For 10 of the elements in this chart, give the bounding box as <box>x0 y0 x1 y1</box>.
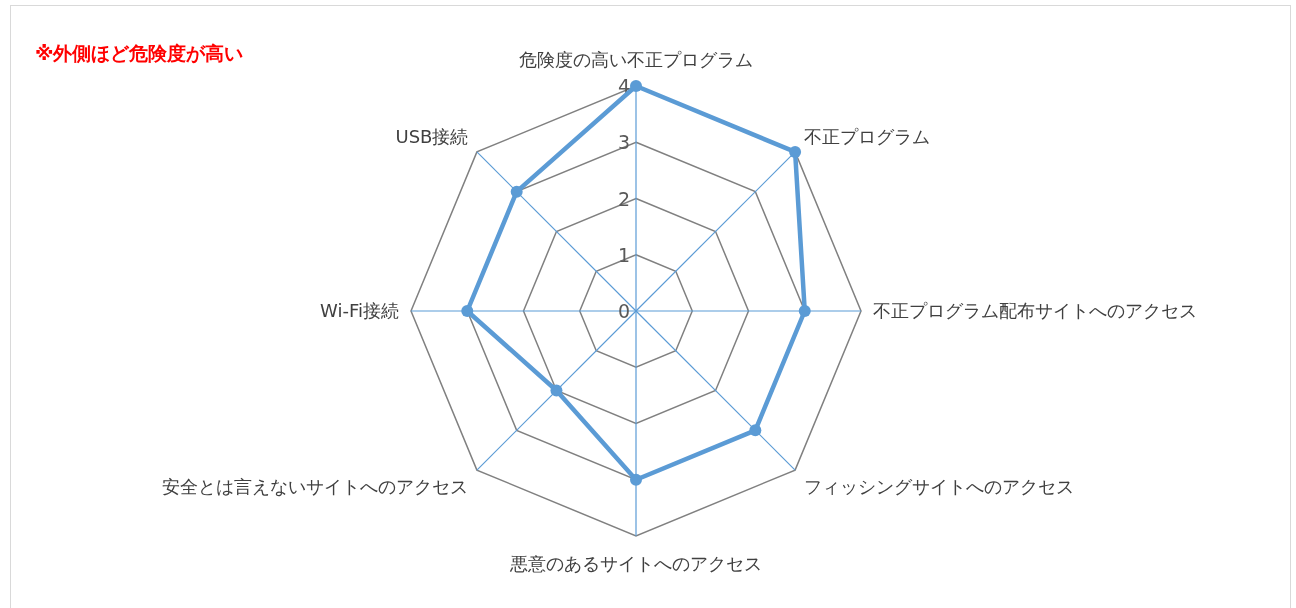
spoke-label: 安全とは言えないサイトへのアクセス <box>162 475 469 497</box>
spoke-label: Wi-Fi接続 <box>320 300 399 321</box>
spoke-label: USB接続 <box>395 126 469 148</box>
y-tick-label: 0 <box>617 300 630 322</box>
spoke-label: 不正プログラム配布サイトへのアクセス <box>873 300 1197 321</box>
spoke-label: 悪意のあるサイトへのアクセス <box>509 553 762 574</box>
spoke-label: 危険度の高い不正プログラム <box>519 49 753 70</box>
spoke-label: 不正プログラム <box>803 126 930 148</box>
spoke-label: フィッシングサイトへのアクセス <box>803 475 1074 497</box>
chart-title: ※外側ほど危険度が高い <box>35 42 244 64</box>
